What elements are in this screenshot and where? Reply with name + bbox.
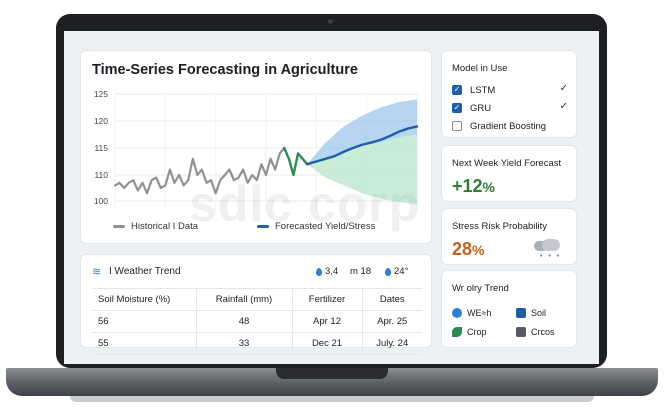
col-fertilizer: Fertilizer [291, 288, 362, 311]
trend-item-label: WE≈h [467, 308, 492, 318]
chart-legend: Historical I Data Forecasted Yield/Stres… [81, 221, 433, 237]
humidity-meta: 3,4 [316, 266, 338, 277]
legend-forecast: Forecasted Yield/Stress [257, 221, 375, 232]
rain-cloud-icon: • • • [532, 237, 564, 260]
m-value: m 18 [350, 266, 372, 277]
checkmark-icon: ✓ [559, 83, 568, 94]
legend-forecast-label: Forecasted Yield/Stress [275, 221, 376, 232]
m-meta: m 18 [350, 266, 371, 277]
yield-number: +12 [452, 176, 483, 196]
forecast-chart-card: Time-Series Forecasting in Agriculture 1… [80, 50, 432, 244]
forecast-chart: 12512011511010075 [94, 89, 419, 211]
table-cell: July. 24 [361, 332, 422, 355]
forecast-series-line [305, 125, 419, 166]
stress-title: Stress Risk Probability [452, 221, 548, 232]
chart-title: Time-Series Forecasting in Agriculture [92, 62, 358, 78]
stress-value: 28% [452, 239, 484, 260]
trend-card: Wr olry Trend WE≈h Soil Crop Crcos [441, 270, 577, 348]
temp-value: 24° [394, 266, 409, 277]
humidity-value: 3,4 [325, 266, 339, 277]
transition-series-line [283, 146, 309, 177]
table-cell: Apr. 25 [361, 310, 422, 333]
table-cell: 56 [92, 310, 196, 333]
table-cell: 55 [92, 332, 196, 355]
laptop-notch [276, 368, 388, 379]
legend-historical-swatch [113, 225, 125, 228]
forecast-lower-band [307, 134, 417, 205]
model-label: GRU [470, 102, 492, 114]
rain-drops: • • • [540, 253, 562, 260]
cloud-part [534, 241, 548, 251]
table-cell: Dec 21 [291, 332, 362, 355]
models-title: Model in Use [452, 63, 508, 74]
col-dates: Dates [361, 288, 422, 311]
model-option-lstm[interactable]: ✓ LSTM ✓ [452, 83, 568, 97]
stress-risk-card: Stress Risk Probability 28% • • • [441, 208, 577, 265]
trend-item-soil[interactable]: Soil [516, 308, 546, 318]
y-tick-label: 100 [94, 196, 108, 206]
crop-icon [452, 327, 462, 337]
checkmark-icon: ✓ [559, 101, 568, 112]
yield-value: +12% [452, 176, 495, 197]
wave-icon: ≋ [92, 266, 102, 278]
legend-forecast-swatch [257, 225, 269, 228]
table-cell: 48 [195, 310, 292, 333]
table-header-row: Soil Moisture (%) Rainfall (mm) Fertiliz… [92, 288, 422, 311]
stress-number: 28 [452, 239, 473, 259]
legend-historical-label: Historical I Data [131, 221, 199, 232]
weather-title: I Weather Trend [109, 266, 181, 277]
model-option-gru[interactable]: ✓ GRU ✓ [452, 101, 568, 115]
weather-header: ≋ I Weather Trend 3,4 m 18 24° [92, 264, 422, 280]
stress-unit: % [472, 242, 485, 258]
trend-item-crops[interactable]: Crcos [516, 327, 555, 337]
trend-item-weather[interactable]: WE≈h [452, 308, 491, 318]
weather-icon [452, 308, 462, 318]
weather-trend-card: ≋ I Weather Trend 3,4 m 18 24° Soil Mois [80, 254, 432, 355]
table-row: 55 33 Dec 21 July. 24 [92, 332, 422, 355]
checkbox-checked-icon[interactable]: ✓ [452, 85, 462, 95]
temp-meta: 24° [385, 266, 408, 277]
model-label: LSTM [470, 84, 496, 96]
drop-icon [385, 267, 391, 276]
trend-item-crop[interactable]: Crop [452, 327, 487, 337]
table-row: 56 48 Apr 12 Apr. 25 [92, 310, 422, 333]
yield-forecast-card: Next Week Yield Forecast +12% [441, 145, 577, 202]
trend-item-label: Crop [467, 327, 487, 337]
y-tick-label: 120 [94, 116, 108, 126]
soil-icon [516, 308, 526, 318]
yield-title: Next Week Yield Forecast [452, 158, 562, 169]
model-label: Gradient Boosting [470, 120, 547, 132]
dashboard-screen: Time-Series Forecasting in Agriculture 1… [64, 31, 599, 364]
model-option-gradient-boosting[interactable]: Gradient Boosting [452, 119, 568, 133]
table-cell: 33 [195, 332, 292, 355]
laptop-foot [70, 396, 594, 402]
drop-icon [316, 267, 322, 276]
y-tick-label: 125 [94, 89, 108, 99]
crops-icon [516, 327, 526, 337]
col-rainfall: Rainfall (mm) [195, 288, 292, 311]
y-tick-label: 110 [94, 170, 108, 180]
trend-title: Wr olry Trend [452, 283, 509, 294]
cloud-part [542, 239, 560, 251]
historical-series-line [113, 146, 286, 195]
table-cell: Apr 12 [291, 310, 362, 333]
legend-historical: Historical I Data [113, 221, 198, 232]
camera-icon [328, 19, 333, 24]
col-soil-moisture: Soil Moisture (%) [92, 288, 196, 311]
forecast-upper-band [307, 99, 417, 165]
trend-item-label: Soil [531, 308, 547, 318]
checkbox-unchecked-icon[interactable] [452, 121, 462, 131]
models-card: Model in Use ✓ LSTM ✓ ✓ GRU ✓ Gradient B… [441, 50, 577, 138]
weather-table: Soil Moisture (%) Rainfall (mm) Fertiliz… [92, 288, 422, 355]
checkbox-checked-icon[interactable]: ✓ [452, 103, 462, 113]
y-tick-label: 115 [94, 143, 108, 153]
trend-item-label: Crcos [531, 327, 555, 337]
yield-unit: % [482, 179, 495, 195]
